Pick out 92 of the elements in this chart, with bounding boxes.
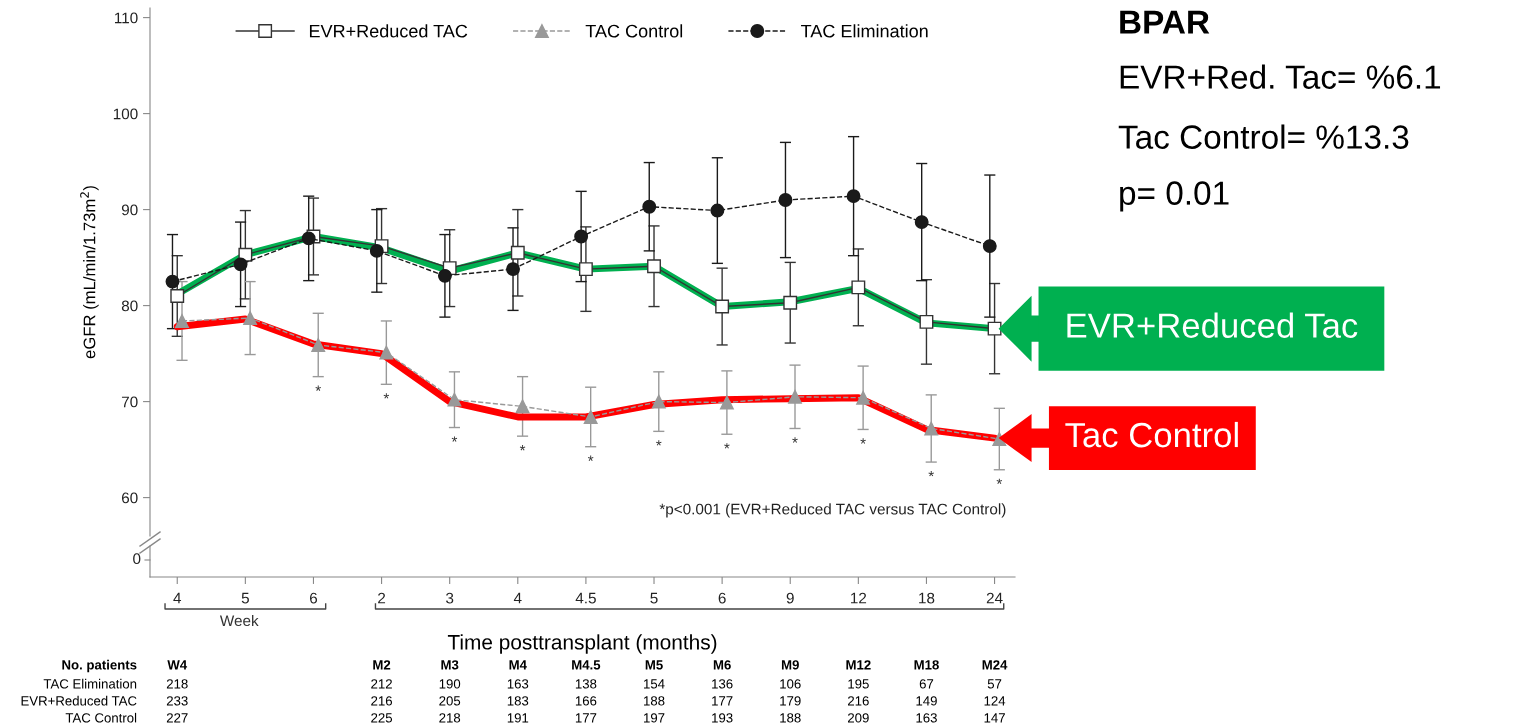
legend-label: TAC Control (585, 24, 683, 38)
y-tick-label: 90 (121, 204, 138, 216)
text: 188 (780, 713, 801, 723)
data-label: * (928, 470, 934, 477)
x-tick-label: 4 (173, 592, 182, 604)
x-tick-label: 5 (241, 592, 249, 604)
text: M9 (781, 660, 799, 670)
y-tick-label: 80 (121, 300, 138, 312)
x-tick-label: 6 (309, 592, 318, 604)
text: 193 (712, 713, 733, 723)
text: M24 (982, 660, 1008, 670)
text: 197 (644, 713, 665, 723)
y-axis-title: eGFR (mL/min/1.73m$^{2}$) (80, 186, 99, 359)
text: 147 (984, 713, 1005, 723)
data-label: * (996, 478, 1003, 485)
text: 177 (575, 713, 597, 723)
y-tick-label: 70 (121, 396, 138, 408)
data-label: * (315, 385, 321, 391)
text: 154 (644, 679, 665, 689)
data-label: * (519, 445, 526, 451)
data-label: * (383, 393, 390, 399)
legend-label: EVR+Reduced TAC (309, 24, 468, 38)
x-tick-label: 4 (513, 592, 522, 604)
text: M6 (713, 660, 731, 670)
x-tick-label: 3 (446, 592, 454, 604)
text: 205 (439, 696, 461, 706)
text: 216 (848, 696, 869, 706)
x-tick-label: 4.5 (575, 592, 596, 604)
data-label: * (451, 436, 458, 442)
text: 218 (439, 713, 461, 723)
text: EVR+Reduced TAC (21, 695, 137, 706)
text: 195 (848, 679, 869, 689)
data-label: * (656, 440, 662, 446)
data-label: * (724, 443, 730, 449)
text: 163 (507, 679, 529, 689)
text: M18 (914, 660, 939, 670)
text: 191 (507, 713, 529, 723)
text: M2 (373, 660, 391, 670)
text: 177 (712, 696, 733, 706)
legend-label: Tac Control (1065, 421, 1238, 448)
text: M4.5 (572, 660, 601, 670)
y-tick-label: 100 (113, 108, 138, 120)
text: 188 (644, 696, 665, 706)
x-tick-label: 12 (851, 592, 867, 604)
text: 190 (439, 679, 461, 689)
legend-label: TAC Elimination (801, 24, 928, 38)
text: BPAR (1120, 10, 1210, 34)
annotation: *p<0.001 (EVR+Reduced TAC versus TAC Control) (659, 503, 1006, 518)
x-tick-label: 18 (919, 592, 935, 604)
text: No. patients (62, 659, 137, 673)
text: 218 (166, 679, 188, 689)
data-label: * (792, 437, 798, 443)
text: EVR+Red. Tac= %6.1 (1120, 64, 1441, 89)
x-tick-label: 2 (378, 592, 386, 604)
x-axis-title: Time posttransplant (months) (447, 634, 717, 654)
data-label: * (860, 438, 866, 444)
text: 179 (780, 696, 801, 706)
text: Week (219, 614, 259, 627)
text: 163 (916, 713, 937, 723)
data-label: * (587, 455, 594, 461)
text: 124 (984, 696, 1006, 706)
text: 225 (371, 713, 393, 723)
text: TAC Elimination (43, 678, 137, 689)
text: M5 (645, 660, 663, 670)
text: 183 (507, 696, 529, 706)
text: 233 (166, 696, 188, 706)
text: 166 (575, 696, 597, 706)
text: p= 0.01 (1120, 181, 1229, 212)
text: 136 (712, 679, 733, 689)
text: 227 (166, 713, 188, 723)
text: 106 (780, 679, 801, 689)
y-tick-label: 60 (121, 492, 138, 504)
y-tick-label: 110 (115, 12, 138, 24)
text: 212 (371, 679, 392, 689)
x-tick-label: 6 (718, 592, 726, 604)
text: M4 (509, 660, 527, 670)
text: 138 (575, 679, 597, 689)
text: 149 (916, 696, 937, 706)
text: TAC Control (65, 712, 137, 723)
x-tick-label: 9 (786, 592, 794, 604)
text: 67 (919, 679, 934, 689)
legend-label: EVR+Reduced Tac (1067, 312, 1358, 338)
text: 0 (133, 553, 141, 565)
text: Tac Control= %13.3 (1118, 124, 1409, 149)
text: M3 (441, 660, 459, 670)
text: 57 (987, 679, 1002, 689)
text: M12 (846, 660, 871, 670)
text: 216 (371, 696, 392, 706)
text: W4 (167, 660, 188, 670)
text: 209 (848, 713, 869, 723)
x-tick-label: 5 (650, 592, 658, 604)
x-tick-label: 24 (986, 592, 1003, 604)
